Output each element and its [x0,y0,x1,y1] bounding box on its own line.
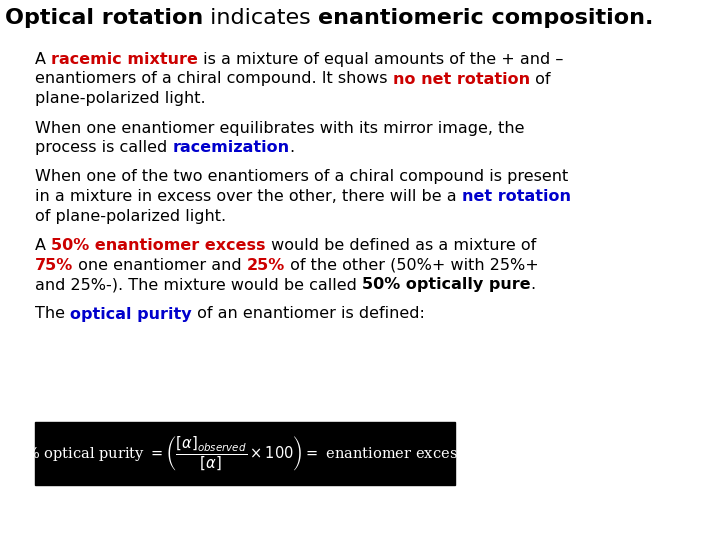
Text: A: A [35,238,51,253]
Bar [35,422,455,485]
Text: of an enantiomer is defined:: of an enantiomer is defined: [192,307,425,321]
Text: 50% enantiomer excess: 50% enantiomer excess [51,238,266,253]
Text: process is called: process is called [35,140,172,155]
Text: .: . [289,140,294,155]
Text: 75%: 75% [35,258,73,273]
Text: no net rotation: no net rotation [392,71,530,86]
Text: net rotation: net rotation [462,189,571,204]
Text: 50% optically pure: 50% optically pure [362,277,531,292]
Text: optical purity: optical purity [70,307,192,321]
Text: one enantiomer and: one enantiomer and [73,258,247,273]
Text: enantiomeric composition.: enantiomeric composition. [318,8,654,28]
Text: racemic mixture: racemic mixture [51,52,198,67]
Text: in a mixture in excess over the other, there will be a: in a mixture in excess over the other, t… [35,189,462,204]
Text: plane-polarized light.: plane-polarized light. [35,91,206,106]
Text: indicates: indicates [203,8,318,28]
Text: When one enantiomer equilibrates with its mirror image, the: When one enantiomer equilibrates with it… [35,120,524,136]
Text: 25%: 25% [247,258,285,273]
Text: of: of [530,71,550,86]
Text: When one of the two enantiomers of a chiral compound is present: When one of the two enantiomers of a chi… [35,170,568,185]
Text: .: . [531,277,536,292]
Text: A: A [35,52,51,67]
Text: Optical rotation: Optical rotation [5,8,203,28]
Text: of plane-polarized light.: of plane-polarized light. [35,208,226,224]
Text: enantiomers of a chiral compound. It shows: enantiomers of a chiral compound. It sho… [35,71,392,86]
Text: is a mixture of equal amounts of the + and –: is a mixture of equal amounts of the + a… [198,52,563,67]
Text: % optical purity $= \left(\dfrac{[\alpha]_{observed}}{[\alpha]}\times 100\right): % optical purity $= \left(\dfrac{[\alpha… [24,435,465,472]
Text: would be defined as a mixture of: would be defined as a mixture of [266,238,536,253]
Text: and 25%-). The mixture would be called: and 25%-). The mixture would be called [35,277,362,292]
Text: The: The [35,307,70,321]
Text: of the other (50%+ with 25%+: of the other (50%+ with 25%+ [285,258,539,273]
Text: racemization: racemization [172,140,289,155]
